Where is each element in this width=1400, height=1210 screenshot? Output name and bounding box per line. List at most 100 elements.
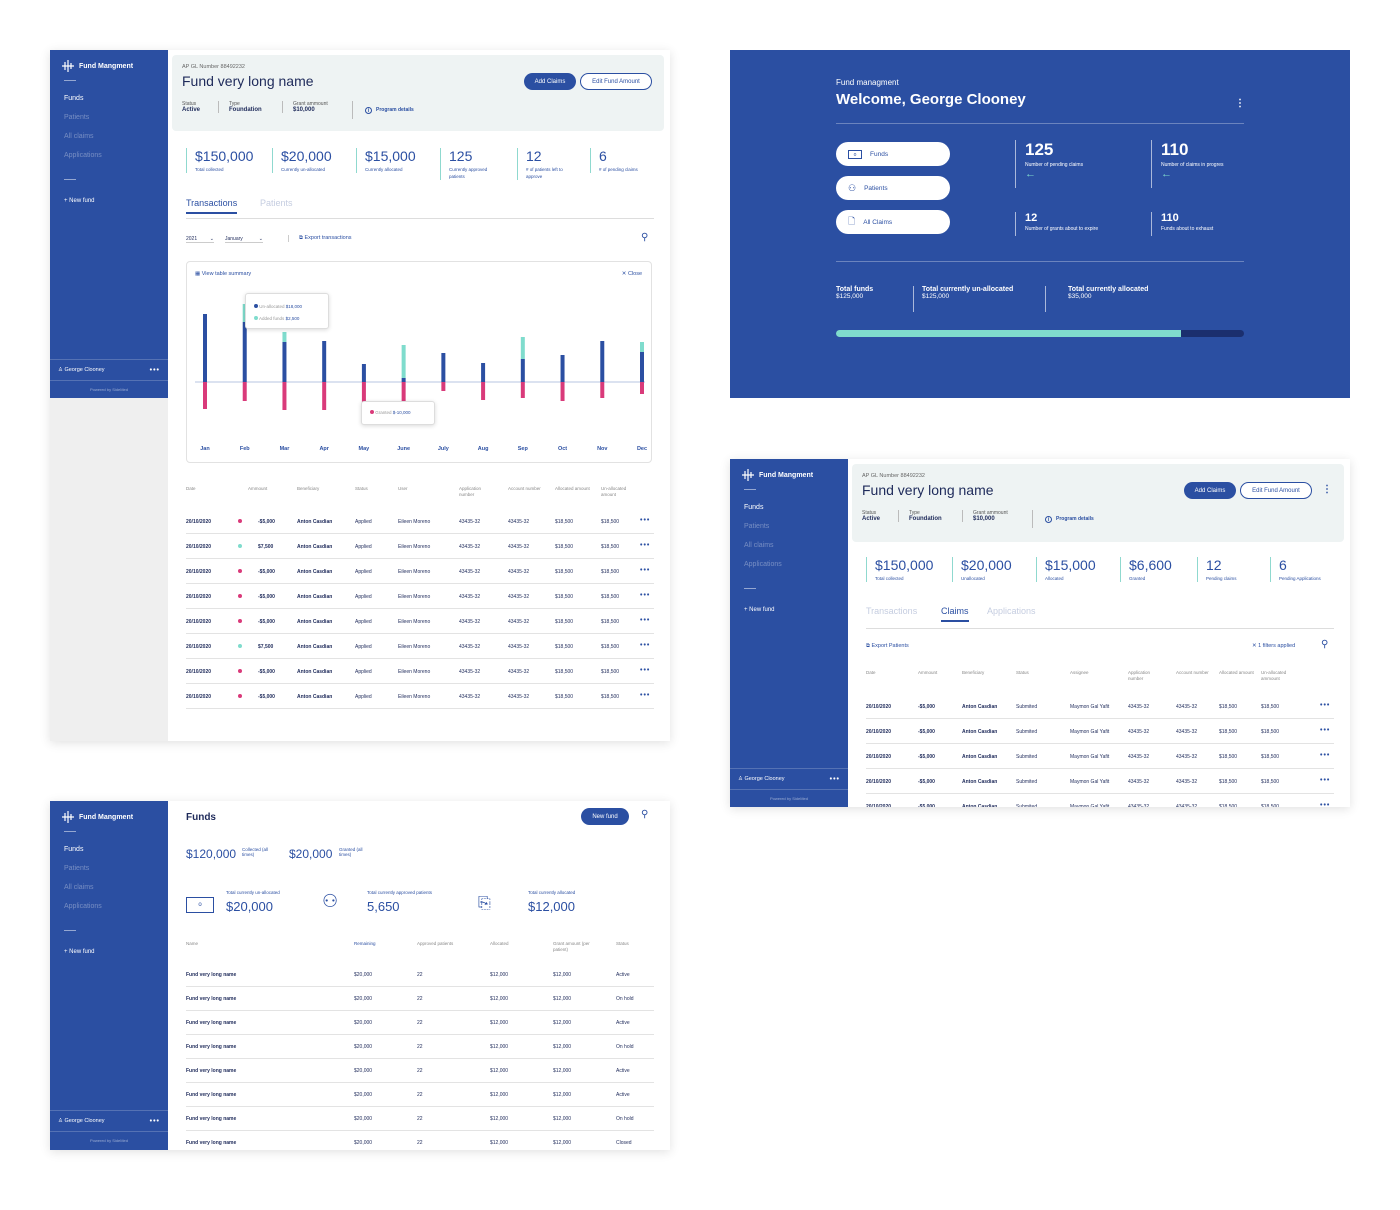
row-more-icon[interactable]: ••• xyxy=(640,691,651,699)
bar-granted[interactable] xyxy=(600,382,605,398)
table-row[interactable]: 20/10/2020 $7,500 Anton Casdian Applied Eile… xyxy=(186,634,654,659)
new-fund-link[interactable]: + New fund xyxy=(64,949,95,955)
month-select[interactable]: January ⌄ xyxy=(225,236,263,243)
table-row[interactable]: 20/10/2020 -$5,000 Anton Casdian Applied Eil… xyxy=(186,559,654,584)
app-logo[interactable]: Fund Mangment xyxy=(62,60,133,72)
bar-granted[interactable] xyxy=(361,382,366,409)
bar-granted[interactable] xyxy=(441,382,446,391)
table-row[interactable]: Fund very long name $20,000 22 $12,000 $12,0… xyxy=(186,987,654,1011)
sidebar-item-applications[interactable]: Applications xyxy=(744,561,782,568)
sidebar-item-patients[interactable]: Patients xyxy=(744,523,770,530)
bar-unallocated[interactable] xyxy=(282,342,287,382)
row-more-icon[interactable]: ••• xyxy=(640,566,651,574)
add-claims-button[interactable]: Add Claims xyxy=(1184,482,1236,499)
column-header[interactable]: Remaining xyxy=(354,941,376,946)
program-details-link[interactable]: i Program details xyxy=(352,101,414,119)
table-row[interactable]: 20/10/2020 -$5,000 Anton Casdian Submited Ma… xyxy=(866,694,1334,719)
bar-unallocated[interactable] xyxy=(242,322,247,382)
table-row[interactable]: Fund very long name $20,000 22 $12,000 $12,0… xyxy=(186,963,654,987)
sidebar-item-applications[interactable]: Applications xyxy=(64,152,102,159)
table-row[interactable]: 20/10/2020 -$5,000 Anton Casdian Applied Eil… xyxy=(186,609,654,634)
bar-unallocated[interactable] xyxy=(481,363,486,382)
row-more-icon[interactable]: ••• xyxy=(640,516,651,524)
edit-fund-amount-button[interactable]: Edit Fund Amount xyxy=(580,73,652,90)
table-row[interactable]: Fund very long name $20,000 22 $12,000 $12,0… xyxy=(186,1107,654,1131)
more-icon[interactable]: ••• xyxy=(829,775,840,783)
bar-added-funds[interactable] xyxy=(520,337,525,359)
bar-granted[interactable] xyxy=(520,382,525,398)
column-header[interactable]: Application number xyxy=(1128,670,1151,681)
program-details-link[interactable]: i Program details xyxy=(1032,510,1094,528)
tab-transactions[interactable]: Transactions xyxy=(186,198,238,214)
row-more-icon[interactable]: ••• xyxy=(1320,751,1331,759)
row-more-icon[interactable]: ••• xyxy=(1320,726,1331,734)
table-row[interactable]: Fund very long name $20,000 22 $12,000 $12,0… xyxy=(186,1131,654,1150)
kpi-pending-claims[interactable]: 125 Number of pending claims ← xyxy=(1015,140,1083,188)
column-header[interactable]: Assignee xyxy=(1070,670,1089,675)
bar-added-funds[interactable] xyxy=(401,345,406,378)
bar-granted[interactable] xyxy=(322,382,327,410)
bar-granted[interactable] xyxy=(203,382,207,409)
more-icon[interactable]: ••• xyxy=(149,1117,160,1125)
bar-granted[interactable] xyxy=(282,382,287,410)
column-header[interactable]: Grant amount (per patient) xyxy=(553,941,590,952)
kpi-funds-exhaust[interactable]: 110 Funds about to exhaust xyxy=(1151,212,1213,236)
search-icon[interactable]: ⚲ xyxy=(641,232,649,243)
column-header[interactable]: Allocated amount xyxy=(555,486,590,491)
bar-unallocated[interactable] xyxy=(361,364,366,382)
bar-added-funds[interactable] xyxy=(242,304,247,322)
user-row[interactable]: ♙ George Clooney ••• xyxy=(730,768,848,790)
year-select[interactable]: 2021 ⌄ xyxy=(186,236,214,243)
user-row[interactable]: ♙ George Clooney ••• xyxy=(50,359,168,381)
bar-unallocated[interactable] xyxy=(600,341,605,382)
table-row[interactable]: 20/10/2020 -$5,000 Anton Casdian Submited Ma… xyxy=(866,744,1334,769)
patients-pill-button[interactable]: ⚇ Patients xyxy=(836,176,950,200)
table-row[interactable]: Fund very long name $20,000 22 $12,000 $12,0… xyxy=(186,1011,654,1035)
column-header[interactable]: Approved patients xyxy=(417,941,454,946)
view-table-summary-link[interactable]: ▦ View table summary xyxy=(195,271,251,277)
bar-granted[interactable] xyxy=(481,382,486,400)
sidebar-item-all-claims[interactable]: All claims xyxy=(744,542,774,549)
new-fund-link[interactable]: + New fund xyxy=(64,198,95,204)
app-logo[interactable]: Fund Mangment xyxy=(742,469,813,481)
tab-transactions[interactable]: Transactions xyxy=(866,606,918,616)
more-icon[interactable]: ••• xyxy=(149,366,160,374)
sidebar-item-patients[interactable]: Patients xyxy=(64,114,90,121)
sidebar-item-all-claims[interactable]: All claims xyxy=(64,884,94,891)
column-header[interactable]: Date xyxy=(866,670,876,675)
bar-unallocated[interactable] xyxy=(441,353,446,382)
row-more-icon[interactable]: ••• xyxy=(640,666,651,674)
row-more-icon[interactable]: ••• xyxy=(1320,701,1331,709)
table-row[interactable]: 20/10/2020 $7,500 Anton Casdian Applied Eile… xyxy=(186,534,654,559)
bar-granted[interactable] xyxy=(242,382,247,401)
bar-unallocated[interactable] xyxy=(203,314,207,382)
column-header[interactable]: Un-allocated amount xyxy=(601,486,627,497)
row-more-icon[interactable]: ••• xyxy=(640,541,651,549)
bar-granted[interactable] xyxy=(560,382,565,401)
edit-fund-amount-button[interactable]: Edit Fund Amount xyxy=(1240,482,1312,499)
kpi-claims-in-progress[interactable]: 110 Number of claims in progres ← xyxy=(1151,140,1224,188)
column-header[interactable]: Un-allocated ammount xyxy=(1261,670,1287,681)
close-chart-link[interactable]: ✕ Close xyxy=(622,271,642,277)
add-claims-button[interactable]: Add Claims xyxy=(524,73,576,90)
filters-applied-chip[interactable]: ✕ 1 filters applied xyxy=(1252,643,1295,649)
table-row[interactable]: 20/10/2020 -$5,000 Anton Casdian Submited Ma… xyxy=(866,769,1334,794)
new-fund-link[interactable]: + New fund xyxy=(744,607,775,613)
sidebar-item-applications[interactable]: Applications xyxy=(64,903,102,910)
search-icon[interactable]: ⚲ xyxy=(641,809,649,820)
column-header[interactable]: Ammount xyxy=(918,670,938,675)
kebab-menu-icon[interactable]: ⋮ xyxy=(1322,484,1332,495)
column-header[interactable]: Date xyxy=(186,486,196,491)
bar-unallocated[interactable] xyxy=(520,359,525,382)
user-row[interactable]: ♙ George Clooney ••• xyxy=(50,1110,168,1132)
table-row[interactable]: Fund very long name $20,000 22 $12,000 $12,0… xyxy=(186,1083,654,1107)
tab-applications[interactable]: Applications xyxy=(987,606,1036,616)
export-patients-link[interactable]: ⧉ Export Patients xyxy=(866,643,909,650)
column-header[interactable]: Account number xyxy=(508,486,541,491)
bar-granted[interactable] xyxy=(640,382,644,394)
row-more-icon[interactable]: ••• xyxy=(640,641,651,649)
column-header[interactable]: Ammount xyxy=(248,486,268,491)
column-header[interactable]: Allocated xyxy=(490,941,509,946)
column-header[interactable]: Allocated amount xyxy=(1219,670,1254,675)
table-row[interactable]: 20/10/2020 -$5,000 Anton Casdian Applied Eil… xyxy=(186,684,654,709)
